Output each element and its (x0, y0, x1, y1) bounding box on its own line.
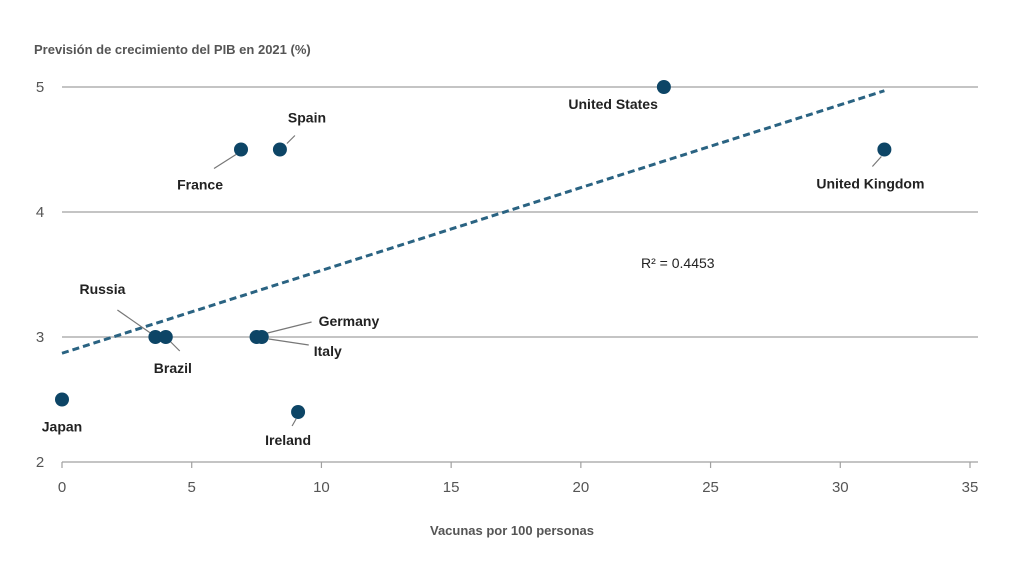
leader-line (213, 153, 237, 170)
point-label: Italy (314, 343, 342, 359)
point-label: United States (568, 96, 658, 112)
y-tick-label: 5 (36, 79, 44, 96)
x-tick-label: 35 (962, 479, 979, 496)
x-tick-label: 10 (313, 479, 330, 496)
point-label: Ireland (265, 432, 311, 448)
point-label: Japan (42, 419, 82, 435)
leader-line (117, 309, 151, 334)
data-point-ireland (291, 405, 306, 419)
y-axis-title: Previsión de crecimiento del PIB en 2021… (34, 42, 311, 57)
trend-line (61, 89, 885, 355)
x-tick-label: 15 (443, 479, 460, 496)
x-tick-label: 20 (573, 479, 590, 496)
leader-line (268, 338, 309, 346)
leader-line (286, 135, 296, 144)
leader-line (169, 340, 181, 352)
point-label: Russia (79, 281, 125, 297)
leader-line (871, 156, 882, 167)
grid-layer (62, 86, 978, 338)
y-tick-label: 4 (36, 204, 44, 221)
data-point-united-states (656, 80, 671, 94)
leader-line (263, 321, 312, 335)
x-tick-label: 5 (188, 479, 196, 496)
data-point-france (234, 142, 249, 157)
data-point-united-kingdom (877, 142, 892, 157)
trend-layer (61, 89, 885, 355)
data-point-russia (148, 330, 163, 344)
r-squared-annotation: R² = 0.4453 (641, 255, 715, 271)
data-point-brazil (158, 330, 173, 344)
data-point-japan (55, 392, 69, 407)
point-layer (55, 80, 892, 419)
y-tick-label: 3 (36, 329, 44, 346)
point-label: Germany (319, 313, 380, 329)
leader-layer (117, 135, 882, 427)
point-label: France (177, 177, 223, 193)
leader-line (291, 418, 297, 427)
point-label: United Kingdom (816, 176, 924, 192)
data-point-spain (272, 142, 287, 157)
label-layer: United States Spain France United Kingdom Ru… (42, 96, 925, 448)
x-tick-label: 30 (832, 479, 849, 496)
x-tick-label: 25 (702, 479, 719, 496)
point-label: Brazil (154, 360, 192, 376)
data-point-italy (254, 330, 269, 344)
x-tick-label: 0 (58, 479, 66, 496)
point-label: Spain (288, 110, 326, 126)
x-axis-title: Vacunas por 100 personas (430, 523, 594, 538)
y-tick-label: 2 (36, 454, 44, 471)
axis-layer: 2 3 4 5 0 5 10 15 20 25 30 35 (36, 79, 979, 496)
